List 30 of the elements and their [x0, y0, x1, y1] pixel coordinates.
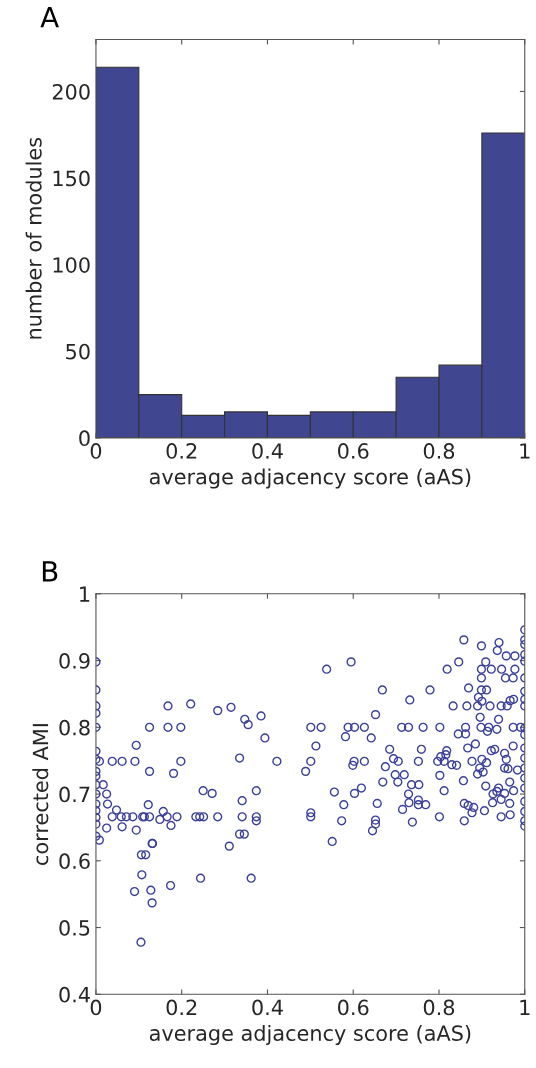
y-tick-label: 1 — [80, 586, 90, 602]
x-axis-title: average adjacency score (aAS) — [149, 1024, 471, 1046]
x-tick-label: 0.6 — [338, 999, 369, 1016]
y-tick-label: 0 — [79, 430, 90, 447]
y-tick-label: 0.6 — [59, 853, 90, 870]
x-tick-label: 0.4 — [252, 443, 283, 459]
x-tick-label: 0.2 — [166, 999, 197, 1016]
x-tick-label: 0 — [90, 443, 102, 459]
x-tick-label: 0.2 — [166, 443, 197, 459]
y-tick-label: 200 — [52, 83, 90, 100]
x-tick-label: 0.8 — [423, 443, 455, 459]
y-axis-title: corrected AMI — [32, 724, 49, 865]
chart-title: A — [40, 6, 59, 28]
x-tick-label: 0.8 — [423, 999, 455, 1016]
y-tick-label: 0.7 — [59, 786, 90, 803]
y-tick-label: 100 — [53, 257, 90, 273]
x-tick-label: 1 — [520, 999, 530, 1015]
y-tick-label: 50 — [66, 343, 90, 360]
y-tick-label: 150 — [53, 170, 90, 187]
y-axis-title: number of modules — [25, 137, 42, 339]
x-tick-label: 0.6 — [338, 443, 369, 459]
y-tick-label: 0.4 — [59, 986, 90, 1003]
y-tick-label: 0.8 — [59, 719, 90, 736]
x-tick-label: 1 — [520, 443, 530, 459]
x-axis-title: average adjacency score (aAS) — [149, 468, 471, 489]
x-tick-label: 0 — [90, 999, 102, 1016]
y-tick-label: 0.5 — [59, 920, 90, 936]
x-tick-label: 0.4 — [252, 999, 283, 1016]
y-tick-label: 0.9 — [59, 653, 90, 669]
chart-title: B — [42, 561, 58, 582]
